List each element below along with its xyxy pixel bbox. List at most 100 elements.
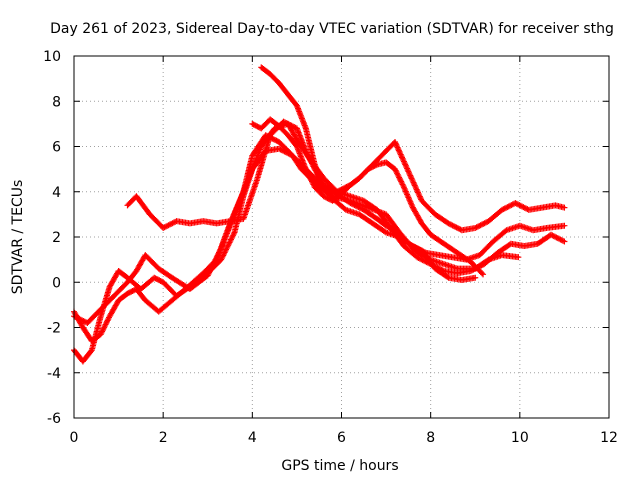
data-point (472, 274, 479, 281)
x-tick-label: 2 (159, 430, 168, 446)
data-point (164, 222, 171, 229)
data-point (550, 233, 557, 240)
data-point (509, 201, 516, 208)
data-point (478, 262, 485, 269)
data-point (519, 203, 526, 210)
data-point (472, 224, 479, 231)
series-track-2 (71, 132, 568, 345)
series-track-1 (71, 145, 522, 365)
data-point (397, 177, 404, 184)
data-point (381, 228, 388, 235)
data-point (500, 206, 507, 213)
x-tick-label: 4 (248, 430, 257, 446)
data-point (474, 223, 481, 230)
data-point (308, 177, 315, 184)
data-point (416, 246, 423, 253)
data-point (272, 136, 279, 143)
data-point (97, 331, 104, 338)
data-point (75, 315, 82, 322)
data-point (306, 173, 313, 180)
data-point (507, 202, 514, 209)
y-axis-label: SDTVAR / TECUs (10, 180, 26, 295)
data-point (399, 181, 406, 188)
data-point (288, 122, 295, 129)
data-point (77, 316, 84, 323)
data-point (523, 205, 530, 212)
data-point (410, 243, 417, 250)
data-point (169, 220, 176, 227)
data-point (414, 245, 421, 252)
data-point (352, 202, 359, 209)
series-track-4 (124, 118, 479, 283)
data-point (309, 178, 316, 185)
data-point (307, 175, 314, 182)
data-point (444, 273, 451, 280)
y-tick-label: 0 (52, 275, 61, 291)
data-point (501, 205, 508, 212)
y-tick-label: -2 (47, 321, 61, 337)
data-point (561, 238, 568, 245)
data-point (446, 221, 453, 228)
data-point (448, 221, 455, 228)
data-point (481, 220, 488, 227)
data-point (512, 200, 519, 207)
data-point (162, 223, 169, 230)
data-point (170, 219, 177, 226)
data-point (398, 180, 405, 187)
data-point (105, 315, 112, 322)
data-point (508, 202, 515, 209)
data-point (473, 224, 480, 231)
data-point (413, 244, 420, 251)
data-point (358, 205, 365, 212)
x-tick-label: 12 (600, 430, 618, 446)
data-point (553, 234, 560, 241)
data-point (392, 167, 399, 174)
data-point (304, 170, 311, 177)
data-point (303, 149, 310, 156)
data-point (499, 206, 505, 213)
data-point (480, 220, 487, 227)
data-point (406, 241, 413, 248)
data-point (412, 244, 419, 251)
data-point (513, 200, 520, 207)
data-point (351, 202, 358, 209)
data-point (98, 329, 105, 336)
data-point (505, 203, 512, 210)
series-track-3 (71, 120, 568, 326)
data-point (452, 223, 459, 230)
data-point (160, 224, 167, 231)
data-point (348, 200, 355, 207)
data-point (273, 137, 280, 144)
data-point (552, 233, 559, 240)
grid (74, 56, 609, 418)
data-point (515, 254, 522, 261)
data-point (557, 236, 564, 243)
x-tick-label: 6 (337, 430, 346, 446)
x-tick-label: 0 (70, 430, 79, 446)
data-point (549, 232, 556, 239)
data-point (419, 257, 426, 264)
data-point (393, 168, 400, 175)
data-point (504, 204, 511, 211)
data-point (516, 202, 523, 209)
data-point (477, 222, 484, 229)
data-point (467, 267, 474, 274)
data-point (302, 166, 309, 173)
data-point (520, 204, 527, 211)
data-point (104, 317, 111, 324)
y-tick-label: 6 (52, 140, 61, 156)
data-point (396, 175, 403, 182)
data-point (281, 119, 288, 126)
data-point (277, 146, 284, 153)
series-track-5 (249, 116, 487, 278)
data-point (276, 145, 283, 152)
data-point (354, 203, 361, 210)
data-point (558, 237, 565, 244)
data-point (280, 118, 287, 125)
data-point (400, 182, 407, 189)
data-point (478, 270, 485, 277)
data-point (103, 318, 110, 325)
chart-title: Day 261 of 2023, Sidereal Day-to-day VTE… (50, 21, 614, 37)
data-point (99, 328, 106, 335)
